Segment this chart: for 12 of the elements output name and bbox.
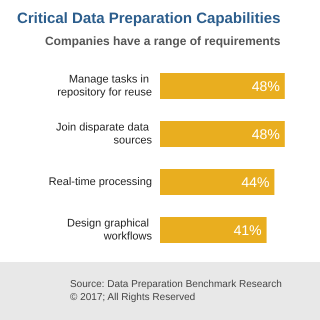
y-tick-label: Manage tasks in repository for reuse [57, 74, 152, 98]
source-note: Source: Data Preparation Benchmark Research [70, 279, 282, 290]
data-label: 44% [241, 174, 270, 190]
data-label: 41% [234, 222, 262, 238]
y-tick-label: Join disparate data sources [56, 122, 152, 146]
data-label: 48% [252, 78, 280, 94]
text: © 2017; All Rights Reserved [70, 292, 196, 303]
y-tick-label: Real-time processing [48, 176, 152, 188]
chart-title: Critical Data Preparation Capabilities [17, 10, 280, 27]
chart-subtitle: Companies have a range of requirements [45, 34, 281, 48]
data-label: 48% [252, 126, 280, 142]
y-tick-label: Design graphical workflows [67, 218, 152, 242]
